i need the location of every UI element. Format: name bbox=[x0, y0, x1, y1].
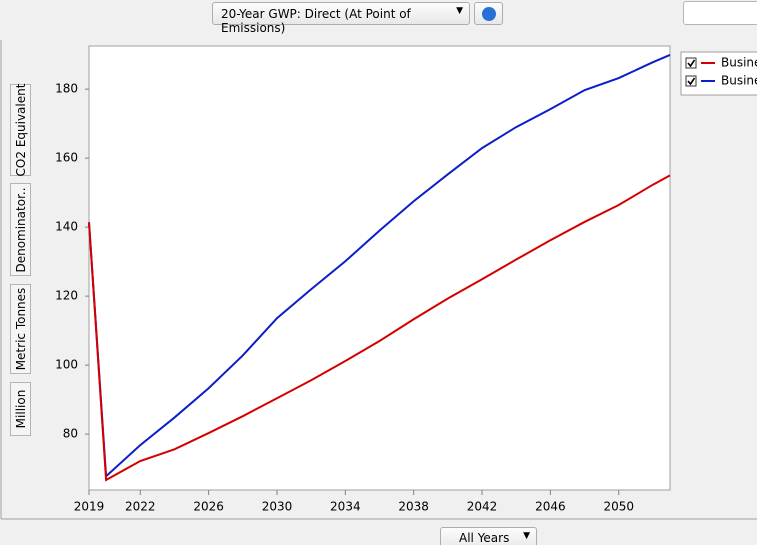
side-tab-label: Million bbox=[13, 389, 28, 429]
y-tick-label: 180 bbox=[55, 82, 78, 96]
legend-check bbox=[687, 59, 696, 68]
x-tick-label: 2046 bbox=[535, 500, 566, 514]
side-tab[interactable]: Metric Tonnes bbox=[10, 284, 31, 374]
legend-box bbox=[680, 51, 757, 96]
side-tab-label: Denominator.. bbox=[13, 186, 28, 273]
legend-label: Busine bbox=[721, 74, 757, 88]
gwp-select-text: 20-Year GWP: Direct (At Point of Emissio… bbox=[221, 7, 411, 35]
legend-check bbox=[687, 77, 696, 86]
dropdown-arrow: ▼ bbox=[456, 6, 463, 16]
series-line bbox=[88, 54, 671, 479]
series-line bbox=[88, 174, 671, 482]
text-box[interactable] bbox=[683, 1, 757, 25]
x-tick-label: 2038 bbox=[398, 500, 429, 514]
legend-checkbox[interactable] bbox=[685, 75, 697, 87]
x-tick-label: 2030 bbox=[262, 500, 293, 514]
side-tab[interactable]: Million bbox=[10, 382, 31, 436]
y-tick-label: 120 bbox=[55, 289, 78, 303]
help-icon bbox=[482, 7, 496, 21]
years-select-text: All Years bbox=[459, 531, 510, 545]
side-tab-label: CO2 Equivalent bbox=[13, 83, 28, 177]
x-tick-label: 2022 bbox=[125, 500, 156, 514]
y-tick-label: 100 bbox=[55, 358, 78, 372]
x-tick-label: 2026 bbox=[193, 500, 224, 514]
y-tick-label: 160 bbox=[55, 151, 78, 165]
x-tick-label: 2050 bbox=[603, 500, 634, 514]
y-tick-label: 80 bbox=[63, 427, 78, 441]
side-tab-label: Metric Tonnes bbox=[13, 287, 28, 371]
dropdown-arrow: ▼ bbox=[523, 531, 530, 541]
y-tick-label: 140 bbox=[55, 220, 78, 234]
plot-area bbox=[88, 45, 671, 491]
side-tab[interactable]: Denominator.. bbox=[10, 183, 31, 276]
x-tick-label: 2019 bbox=[74, 500, 105, 514]
side-tab[interactable]: CO2 Equivalent bbox=[10, 84, 31, 176]
legend-label: Busine bbox=[721, 56, 757, 70]
legend-checkbox[interactable] bbox=[685, 57, 697, 69]
years-select[interactable]: All Years ▼ bbox=[440, 527, 537, 545]
x-tick-label: 2034 bbox=[330, 500, 361, 514]
gwp-select[interactable]: 20-Year GWP: Direct (At Point of Emissio… bbox=[212, 2, 470, 35]
help-button[interactable] bbox=[474, 2, 503, 25]
x-tick-label: 2042 bbox=[467, 500, 498, 514]
